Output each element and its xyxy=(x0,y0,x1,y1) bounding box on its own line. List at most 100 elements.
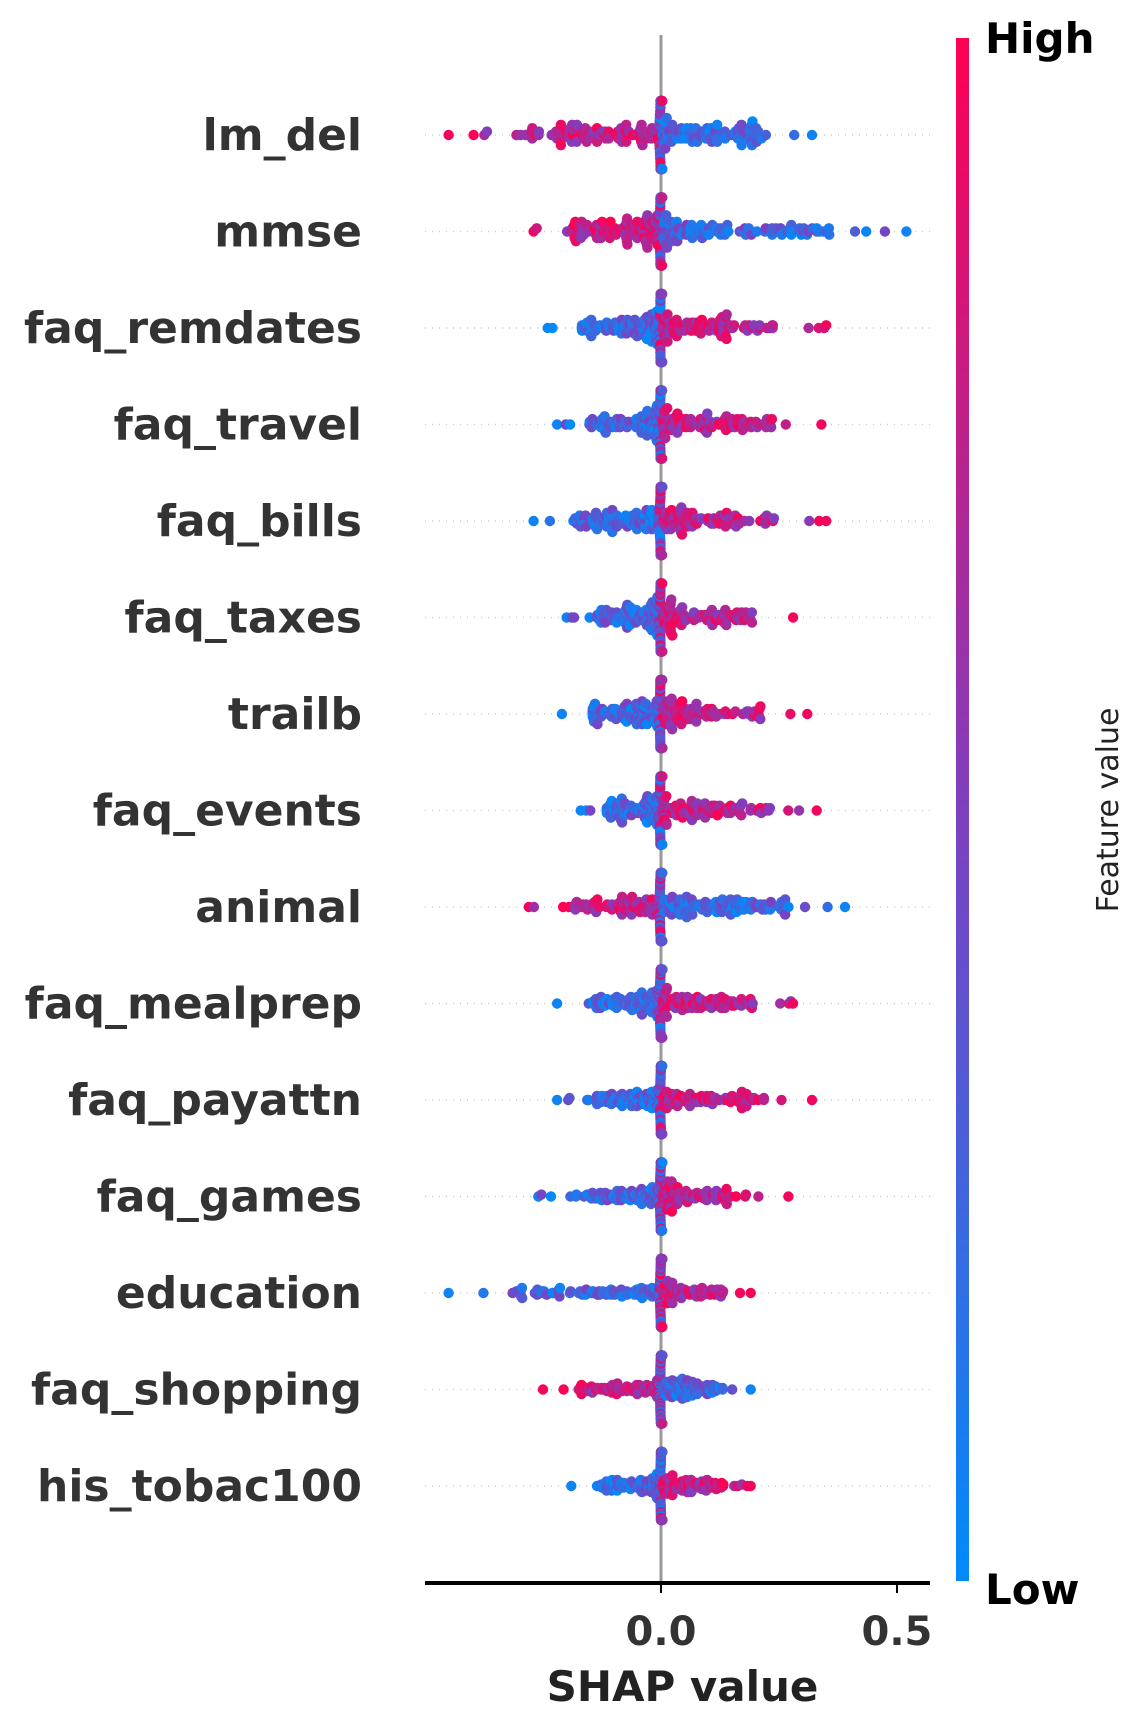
shap-point xyxy=(789,129,800,141)
feature-label: lm_del xyxy=(203,110,362,161)
shap-point xyxy=(783,901,794,913)
shap-point xyxy=(849,226,861,237)
shap-point xyxy=(740,1189,752,1200)
shap-point xyxy=(662,336,673,347)
shap-point xyxy=(806,129,818,141)
shap-point xyxy=(662,403,673,414)
shap-point xyxy=(528,515,539,527)
shap-point xyxy=(721,309,732,320)
shap-point xyxy=(751,226,763,237)
shap-point xyxy=(657,1446,668,1458)
shap-point xyxy=(745,1480,756,1492)
shap-point xyxy=(736,140,747,151)
shap-point xyxy=(760,129,772,141)
shap-point xyxy=(787,998,799,1009)
shap-point xyxy=(765,896,776,908)
shap-point xyxy=(661,1011,672,1022)
shap-point xyxy=(533,126,545,137)
shap-point xyxy=(547,322,558,334)
shap-point xyxy=(657,1032,668,1043)
shap-point xyxy=(554,1291,565,1302)
shap-point xyxy=(657,192,668,203)
shap-point xyxy=(806,1094,818,1106)
shap-point xyxy=(775,998,786,1009)
colorbar xyxy=(956,38,969,1581)
shap-point xyxy=(718,1479,729,1490)
shap-point xyxy=(481,126,493,137)
shap-point xyxy=(793,805,805,816)
shap-point xyxy=(657,742,668,754)
feature-label: faq_mealprep xyxy=(25,979,362,1030)
feature-label: faq_games xyxy=(97,1172,362,1223)
shap-point xyxy=(802,708,813,720)
shap-point xyxy=(747,998,758,1009)
shap-point xyxy=(821,320,832,331)
shap-point xyxy=(564,1092,575,1104)
shap-point xyxy=(544,515,556,527)
shap-point xyxy=(555,140,567,151)
shap-point xyxy=(656,578,668,589)
shap-point xyxy=(745,1384,756,1395)
shap-point xyxy=(661,819,672,830)
shap-point xyxy=(879,226,891,237)
shap-point xyxy=(516,1282,528,1294)
shap-point xyxy=(703,229,715,240)
shap-point xyxy=(554,1282,566,1294)
shap-point xyxy=(657,839,668,850)
shap-point xyxy=(536,1189,547,1200)
shap-point xyxy=(839,901,851,913)
shap-point xyxy=(780,419,791,430)
shap-point xyxy=(717,1382,728,1394)
shap-point xyxy=(803,322,814,334)
shap-point xyxy=(657,1514,668,1526)
feature-label: mmse xyxy=(214,207,362,258)
shap-point xyxy=(745,1287,756,1299)
shap-point xyxy=(730,1191,742,1202)
shap-point xyxy=(568,612,580,623)
shap-point xyxy=(657,1321,668,1333)
shap-point xyxy=(776,1094,787,1106)
shap-point xyxy=(657,481,668,493)
x-tick-label: 0.5 xyxy=(862,1609,933,1655)
shap-point xyxy=(551,998,563,1009)
shap-point xyxy=(822,901,833,913)
shap-point xyxy=(764,802,776,814)
shap-point xyxy=(585,805,596,816)
shap-point xyxy=(657,163,668,175)
shap-point xyxy=(667,724,678,735)
feature-label: his_tobac100 xyxy=(37,1461,362,1512)
x-tick-label: 0.0 xyxy=(626,1609,697,1655)
shap-point xyxy=(799,901,811,913)
shap-point xyxy=(657,1418,668,1429)
feature-label: education xyxy=(116,1268,362,1319)
shap-point xyxy=(443,1287,454,1299)
shap-point xyxy=(811,805,822,816)
shap-point xyxy=(667,630,678,641)
shap-point xyxy=(767,320,778,331)
shap-point xyxy=(531,223,542,234)
shap-point xyxy=(661,791,672,802)
shap-point xyxy=(764,904,776,915)
shap-point xyxy=(691,698,702,709)
shap-point xyxy=(766,413,778,425)
x-axis-ticks: 0.0 0.5 xyxy=(626,1583,933,1655)
shap-point xyxy=(861,226,872,237)
shap-point xyxy=(702,408,713,419)
shap-point xyxy=(556,708,568,720)
shap-point xyxy=(443,129,454,141)
shap-point xyxy=(564,419,576,430)
shap-point xyxy=(622,239,633,250)
shap-point xyxy=(656,549,668,561)
shap-point xyxy=(657,1253,668,1265)
shap-point xyxy=(551,1094,563,1106)
feature-label: animal xyxy=(195,882,362,933)
shap-point xyxy=(666,693,677,704)
feature-label: faq_bills xyxy=(157,496,362,547)
shap-point xyxy=(727,1384,738,1395)
shap-point xyxy=(565,1286,576,1297)
shap-point xyxy=(717,1286,729,1297)
shap-point xyxy=(517,1292,528,1304)
shap-point xyxy=(723,226,734,237)
shap-point xyxy=(657,935,668,947)
